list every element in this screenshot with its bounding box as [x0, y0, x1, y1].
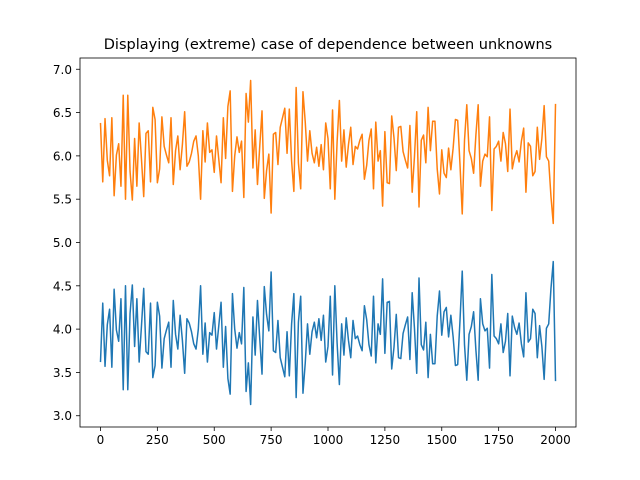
x-tick-label: 250	[146, 433, 169, 447]
x-tick-label: 0	[97, 433, 105, 447]
x-tick-label: 1750	[483, 433, 514, 447]
y-tick-label: 3.0	[53, 409, 72, 423]
y-tick-label: 4.5	[53, 279, 72, 293]
y-tick-label: 3.5	[53, 366, 72, 380]
y-tick-label: 4.0	[53, 323, 72, 337]
x-tick-label: 750	[260, 433, 283, 447]
series-line-2	[99, 79, 557, 225]
axes: 0 250 500 750 1000 1250 1500 1750 2000 3.0 3.5 4.0 4…	[53, 57, 577, 447]
x-tick-label: 1250	[370, 433, 401, 447]
x-tick-label: 1000	[313, 433, 344, 447]
x-tick-label: 2000	[540, 433, 571, 447]
y-tick-label: 5.5	[53, 193, 72, 207]
y-tick-label: 6.0	[53, 149, 72, 163]
series-line-1	[99, 260, 557, 406]
x-tick-label: 500	[203, 433, 226, 447]
y-tick-label: 7.0	[53, 63, 72, 77]
x-tick-label: 1500	[426, 433, 457, 447]
y-tick-label: 6.5	[53, 106, 72, 120]
chart-title: Displaying (extreme) case of dependence …	[104, 37, 552, 53]
plot-lines	[99, 79, 557, 406]
y-tick-label: 5.0	[53, 236, 72, 250]
